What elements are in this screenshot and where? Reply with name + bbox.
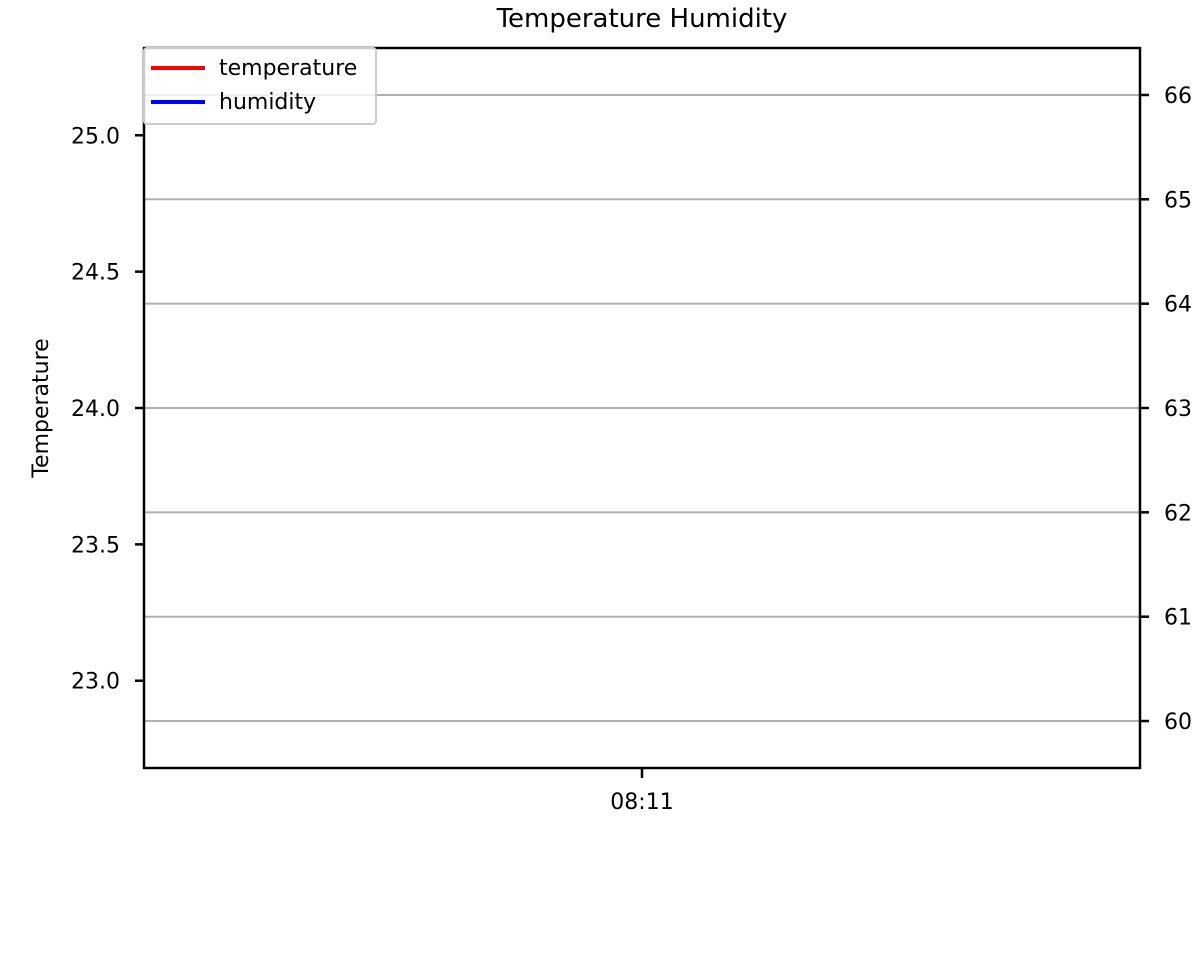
left-y-axis: 23.0 23.5 24.0 24.5 25.0: [71, 124, 144, 695]
left-y-tick-label: 25.0: [71, 124, 120, 149]
right-y-tick-label: 60: [1164, 710, 1192, 735]
right-y-tick-label: 63: [1164, 397, 1192, 422]
left-y-tick-label: 24.0: [71, 397, 120, 422]
legend-label-humidity: humidity: [219, 90, 316, 115]
y-axis-label: Temperature: [29, 338, 54, 478]
right-y-tick-label: 66: [1164, 84, 1192, 109]
grid-lines: [144, 93, 1140, 723]
x-tick-label: 08:11: [610, 790, 673, 815]
x-axis: 08:11: [610, 768, 674, 815]
right-y-tick-label: 61: [1164, 606, 1192, 631]
chart-title: Temperature Humidity: [496, 4, 788, 34]
right-y-tick-label: 64: [1164, 293, 1192, 318]
left-y-tick-label: 23.0: [71, 670, 120, 695]
legend: temperature humidity: [143, 47, 377, 125]
right-y-tick-label: 65: [1164, 188, 1192, 213]
right-y-axis: 60 61 62 63 64 65 66: [1140, 84, 1192, 735]
right-y-tick-label: 62: [1164, 501, 1192, 526]
left-y-tick-label: 24.5: [71, 261, 120, 286]
left-y-tick-label: 23.5: [71, 533, 120, 558]
legend-label-temperature: temperature: [219, 56, 357, 81]
